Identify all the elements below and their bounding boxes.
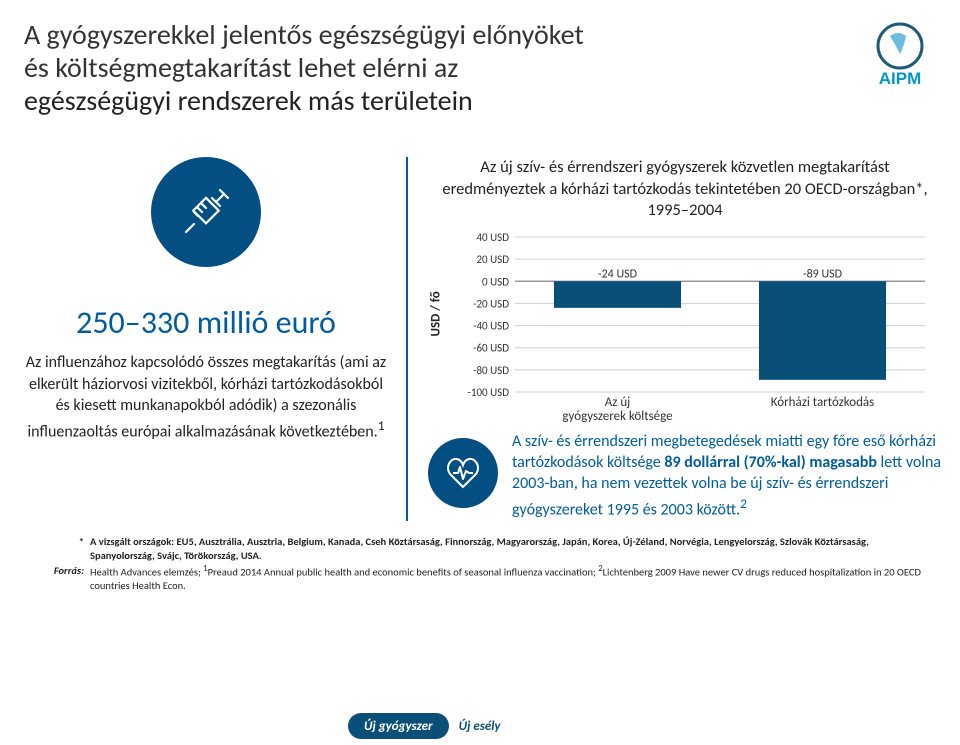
svg-text:-20 USD: -20 USD xyxy=(473,298,509,311)
bt-sup: 2 xyxy=(740,495,747,512)
right-bottom-row: A szív- és érrendszeri megbetegedések mi… xyxy=(428,432,942,521)
syringe-icon xyxy=(151,157,261,267)
svg-text:40 USD: 40 USD xyxy=(476,231,509,244)
title-l1-p2: jelentős egészségügyi előnyöket xyxy=(222,17,584,52)
svg-text:-80 USD: -80 USD xyxy=(473,364,509,377)
bt-bold: 89 dollárral (70%-kal) magasabb xyxy=(664,453,877,472)
title-line-2: és költségmegtakarítást lehet elérni az xyxy=(24,51,856,84)
left-paragraph: Az influenzához kapcsolódó összes megtak… xyxy=(18,352,394,443)
svg-text:0 USD: 0 USD xyxy=(482,276,509,289)
footnote-star-label: * xyxy=(46,535,90,562)
footnote-source-text: Health Advances elemzés; 1Preaud 2014 An… xyxy=(90,564,932,593)
content: 250–330 millió euró Az influenzához kapc… xyxy=(0,129,960,521)
footnote-star: * A vizsgált országok: EU5, Ausztrália, … xyxy=(46,535,932,562)
left-sup: 1 xyxy=(378,417,385,434)
svg-text:-60 USD: -60 USD xyxy=(473,342,509,355)
pill-bar: Új gyógyszer Új esély xyxy=(348,713,501,739)
chart-wrap: USD / fő 40 USD 20 USD 0 USD -20 USD -40 USD… xyxy=(428,231,942,426)
svg-text:-40 USD: -40 USD xyxy=(473,320,509,333)
svg-text:-89 USD: -89 USD xyxy=(803,268,842,282)
right-column: Az új szív- és érrendszeri gyógyszerek k… xyxy=(408,157,942,521)
pill-left: Új gyógyszer xyxy=(348,713,449,739)
right-bottom-text: A szív- és érrendszeri megbetegedések mi… xyxy=(512,432,942,521)
footnotes: * A vizsgált országok: EU5, Ausztrália, … xyxy=(0,521,960,593)
chart-ylabel: USD / fő xyxy=(429,321,444,337)
svg-text:Az új: Az új xyxy=(605,395,631,410)
svg-text:gyógyszerek költsége: gyógyszerek költsége xyxy=(562,409,672,424)
heart-icon xyxy=(428,438,498,508)
footnote-star-text: A vizsgált országok: EU5, Ausztrália, Au… xyxy=(90,535,932,562)
title-line-3: egészségügyi rendszerek más területein xyxy=(24,84,856,117)
bar-chart: 40 USD 20 USD 0 USD -20 USD -40 USD -60 USD -8… xyxy=(448,231,942,426)
title-line-1: A gyógyszerekkel jelentős egészségügyi e… xyxy=(24,18,856,51)
svg-text:Kórházi tartózkodás: Kórházi tartózkodás xyxy=(771,395,875,410)
header: A gyógyszerekkel jelentős egészségügyi e… xyxy=(0,0,960,129)
title-l2-p2: lehet elérni az xyxy=(298,50,459,85)
pill-right: Új esély xyxy=(459,719,501,734)
svg-text:-24 USD: -24 USD xyxy=(598,268,637,282)
chart-title: Az új szív- és érrendszeri gyógyszerek k… xyxy=(428,157,942,227)
footnote-source: Forrás: Health Advances elemzés; 1Preaud… xyxy=(46,564,932,593)
svg-text:20 USD: 20 USD xyxy=(476,254,509,267)
title-block: A gyógyszerekkel jelentős egészségügyi e… xyxy=(24,18,856,117)
footnote-source-label: Forrás: xyxy=(46,564,90,593)
title-l2-p1: és költségmegtakarítást xyxy=(24,50,298,85)
left-column: 250–330 millió euró Az influenzához kapc… xyxy=(18,157,408,521)
big-stat: 250–330 millió euró xyxy=(76,303,336,342)
svg-text:-100 USD: -100 USD xyxy=(468,386,510,399)
title-l1-p1: A gyógyszerekkel xyxy=(24,17,222,52)
aipm-logo: AIPM xyxy=(864,18,936,90)
logo-text: AIPM xyxy=(879,69,922,88)
left-paragraph-text: Az influenzához kapcsolódó összes megtak… xyxy=(26,353,386,441)
